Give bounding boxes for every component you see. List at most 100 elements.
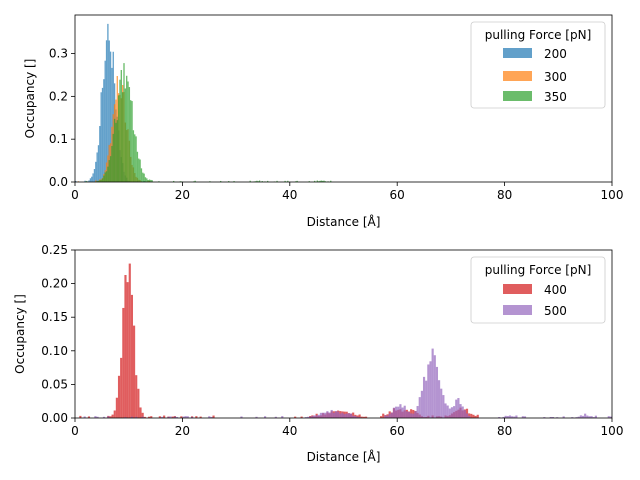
histogram-bar-400 xyxy=(143,416,146,418)
histogram-bar-500 xyxy=(453,406,456,418)
x-tick-label: 20 xyxy=(175,424,190,438)
histogram-bar-350 xyxy=(219,180,222,182)
histogram-bar-500 xyxy=(468,415,471,418)
histogram-bar-400 xyxy=(472,414,475,418)
histogram-bar-500 xyxy=(403,405,406,418)
histogram-bar-500 xyxy=(343,414,346,418)
histogram-bar-500 xyxy=(384,415,387,418)
top-x-axis-label: Distance [Å] xyxy=(307,214,381,229)
histogram-bar-350 xyxy=(276,180,278,182)
histogram-bar-200 xyxy=(105,40,108,182)
histogram-bar-400 xyxy=(470,413,473,418)
x-tick-label: 100 xyxy=(601,188,624,202)
histogram-bar-300 xyxy=(95,180,97,182)
histogram-bar-350 xyxy=(123,63,125,182)
histogram-bar-500 xyxy=(354,415,357,418)
histogram-bar-400 xyxy=(120,357,123,418)
histogram-bar-500 xyxy=(315,415,318,418)
histogram-bar-500 xyxy=(96,416,99,418)
histogram-bar-500 xyxy=(264,416,267,418)
histogram-bar-500 xyxy=(523,416,527,418)
top-axes-frame xyxy=(74,14,613,183)
histogram-bar-500 xyxy=(107,416,110,418)
histogram-bar-400 xyxy=(109,416,112,418)
histogram-bar-200 xyxy=(100,92,102,182)
histogram-bar-500 xyxy=(322,412,325,418)
histogram-bar-200 xyxy=(99,126,101,182)
histogram-bar-350 xyxy=(132,130,135,182)
histogram-bar-500 xyxy=(498,417,501,418)
histogram-bar-500 xyxy=(281,416,284,418)
histogram-bar-350 xyxy=(119,79,121,182)
bottom-chart-panel: 0 20 40 60 80 100 0.00 0.05 0.10 0.15 0.20 0.25 Di… xyxy=(13,243,623,464)
histogram-bar-400 xyxy=(87,416,91,418)
histogram-bar-350 xyxy=(136,151,139,182)
bottom-axes-frame xyxy=(74,249,613,419)
histogram-bar-500 xyxy=(455,399,458,418)
histogram-bar-350 xyxy=(97,180,100,182)
histogram-bar-400 xyxy=(137,388,140,418)
histogram-bar-400 xyxy=(135,375,138,418)
histogram-bar-350 xyxy=(116,120,118,182)
histogram-bar-350 xyxy=(261,181,263,182)
histogram-bar-400 xyxy=(382,413,385,418)
histogram-bar-500 xyxy=(184,416,187,418)
histogram-bar-500 xyxy=(274,416,277,418)
histogram-bar-500 xyxy=(435,366,439,418)
histogram-bar-500 xyxy=(414,411,417,418)
histogram-bar-350 xyxy=(104,172,106,182)
top-legend-label-300: 300 xyxy=(544,70,567,84)
histogram-bar-350 xyxy=(121,92,124,182)
bottom-legend-label-500: 500 xyxy=(544,304,567,318)
histogram-bar-500 xyxy=(352,415,355,418)
histogram-bar-400 xyxy=(300,416,303,418)
top-histogram-bars xyxy=(75,23,332,183)
histogram-bar-350 xyxy=(330,180,332,182)
histogram-bar-500 xyxy=(427,364,430,418)
x-tick-label: 80 xyxy=(497,424,512,438)
histogram-bar-400 xyxy=(474,415,477,418)
histogram-bar-500 xyxy=(356,416,359,418)
histogram-bar-400 xyxy=(195,416,198,418)
histogram-bar-500 xyxy=(339,413,342,418)
histogram-bar-500 xyxy=(401,407,404,418)
bottom-histogram-bars xyxy=(79,263,612,418)
histogram-bar-350 xyxy=(151,180,153,182)
histogram-bar-500 xyxy=(581,415,585,418)
histogram-bar-500 xyxy=(173,416,176,418)
histogram-bar-500 xyxy=(169,416,172,418)
histogram-bar-350 xyxy=(308,181,310,182)
histogram-bar-500 xyxy=(326,411,329,418)
histogram-bar-350 xyxy=(105,171,108,182)
histogram-bar-400 xyxy=(380,416,383,418)
histogram-bar-350 xyxy=(96,180,98,182)
top-legend-label-200: 200 xyxy=(544,47,567,61)
histogram-bar-350 xyxy=(115,122,117,182)
histogram-bar-500 xyxy=(465,413,469,418)
bottom-legend-title: pulling Force [pN] xyxy=(485,263,592,277)
histogram-bar-350 xyxy=(316,180,318,182)
histogram-bar-400 xyxy=(158,416,161,418)
bottom-y-axis-label: Occupancy [] xyxy=(13,294,27,374)
histogram-bar-500 xyxy=(515,415,518,418)
histogram-bar-400 xyxy=(294,416,297,418)
bottom-legend-swatch-500 xyxy=(503,305,532,315)
histogram-bar-500 xyxy=(167,416,170,418)
bottom-x-ticks: 0 20 40 60 80 100 xyxy=(71,418,623,438)
top-chart-panel: 0 20 40 60 80 100 0.0 0.1 0.2 0.3 Distance [Å] O… xyxy=(23,14,624,229)
histogram-bar-350 xyxy=(256,180,258,182)
histogram-bar-400 xyxy=(148,416,151,418)
histogram-bar-350 xyxy=(148,179,151,182)
bottom-legend-swatch-400 xyxy=(503,284,532,294)
histogram-bar-350 xyxy=(124,88,127,182)
histogram-bar-500 xyxy=(83,416,86,418)
histogram-bar-350 xyxy=(112,133,114,182)
histogram-bar-350 xyxy=(228,181,230,182)
histogram-bar-350 xyxy=(107,166,109,182)
histogram-bar-350 xyxy=(144,177,147,182)
histogram-bar-500 xyxy=(571,417,574,418)
histogram-bar-400 xyxy=(468,413,471,418)
histogram-bar-350 xyxy=(100,179,102,182)
histogram-bar-500 xyxy=(309,416,312,418)
histogram-bar-500 xyxy=(102,416,106,418)
